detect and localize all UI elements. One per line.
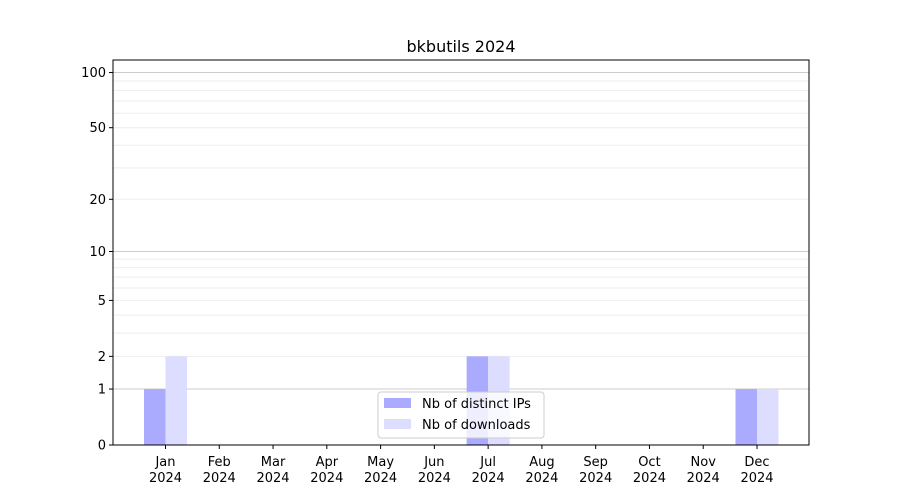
legend-label: Nb of downloads (422, 418, 531, 433)
legend-label: Nb of distinct IPs (422, 397, 531, 412)
bar-distinct-ips (735, 389, 757, 445)
x-tick-label: Nov 2024 (687, 455, 720, 486)
x-tick-label: Feb 2024 (203, 455, 236, 486)
legend-swatch (384, 398, 411, 408)
legend: Nb of distinct IPs Nb of downloads (377, 391, 545, 439)
legend-box (377, 391, 545, 439)
x-tick-label: Apr 2024 (310, 455, 343, 486)
x-tick-label: Jan 2024 (149, 455, 182, 486)
x-tick-label: Jun 2024 (418, 455, 451, 486)
y-tick-label: 0 (98, 439, 106, 454)
x-tick-label: Aug 2024 (525, 455, 558, 486)
x-tick-label: Mar 2024 (256, 455, 289, 486)
bar-downloads (757, 389, 779, 445)
plot-frame (112, 59, 810, 446)
x-tick-label: Jul 2024 (472, 455, 505, 486)
x-tick-label: May 2024 (364, 455, 397, 486)
x-tick-label: Dec 2024 (740, 455, 773, 486)
y-tick-label: 100 (81, 66, 106, 81)
legend-swatch (384, 419, 411, 429)
chart-title: bkbutils 2024 (406, 37, 515, 56)
y-tick-label: 1 (98, 383, 106, 398)
y-tick-label: 10 (89, 245, 106, 260)
y-tick-label: 5 (98, 294, 106, 309)
y-tick-label: 50 (89, 121, 106, 136)
x-tick-label: Sep 2024 (579, 455, 612, 486)
y-tick-label: 2 (98, 350, 106, 365)
y-tick-label: 20 (89, 193, 106, 208)
bar-distinct-ips (144, 389, 166, 445)
bar-downloads (165, 356, 187, 445)
x-tick-label: Oct 2024 (633, 455, 666, 486)
